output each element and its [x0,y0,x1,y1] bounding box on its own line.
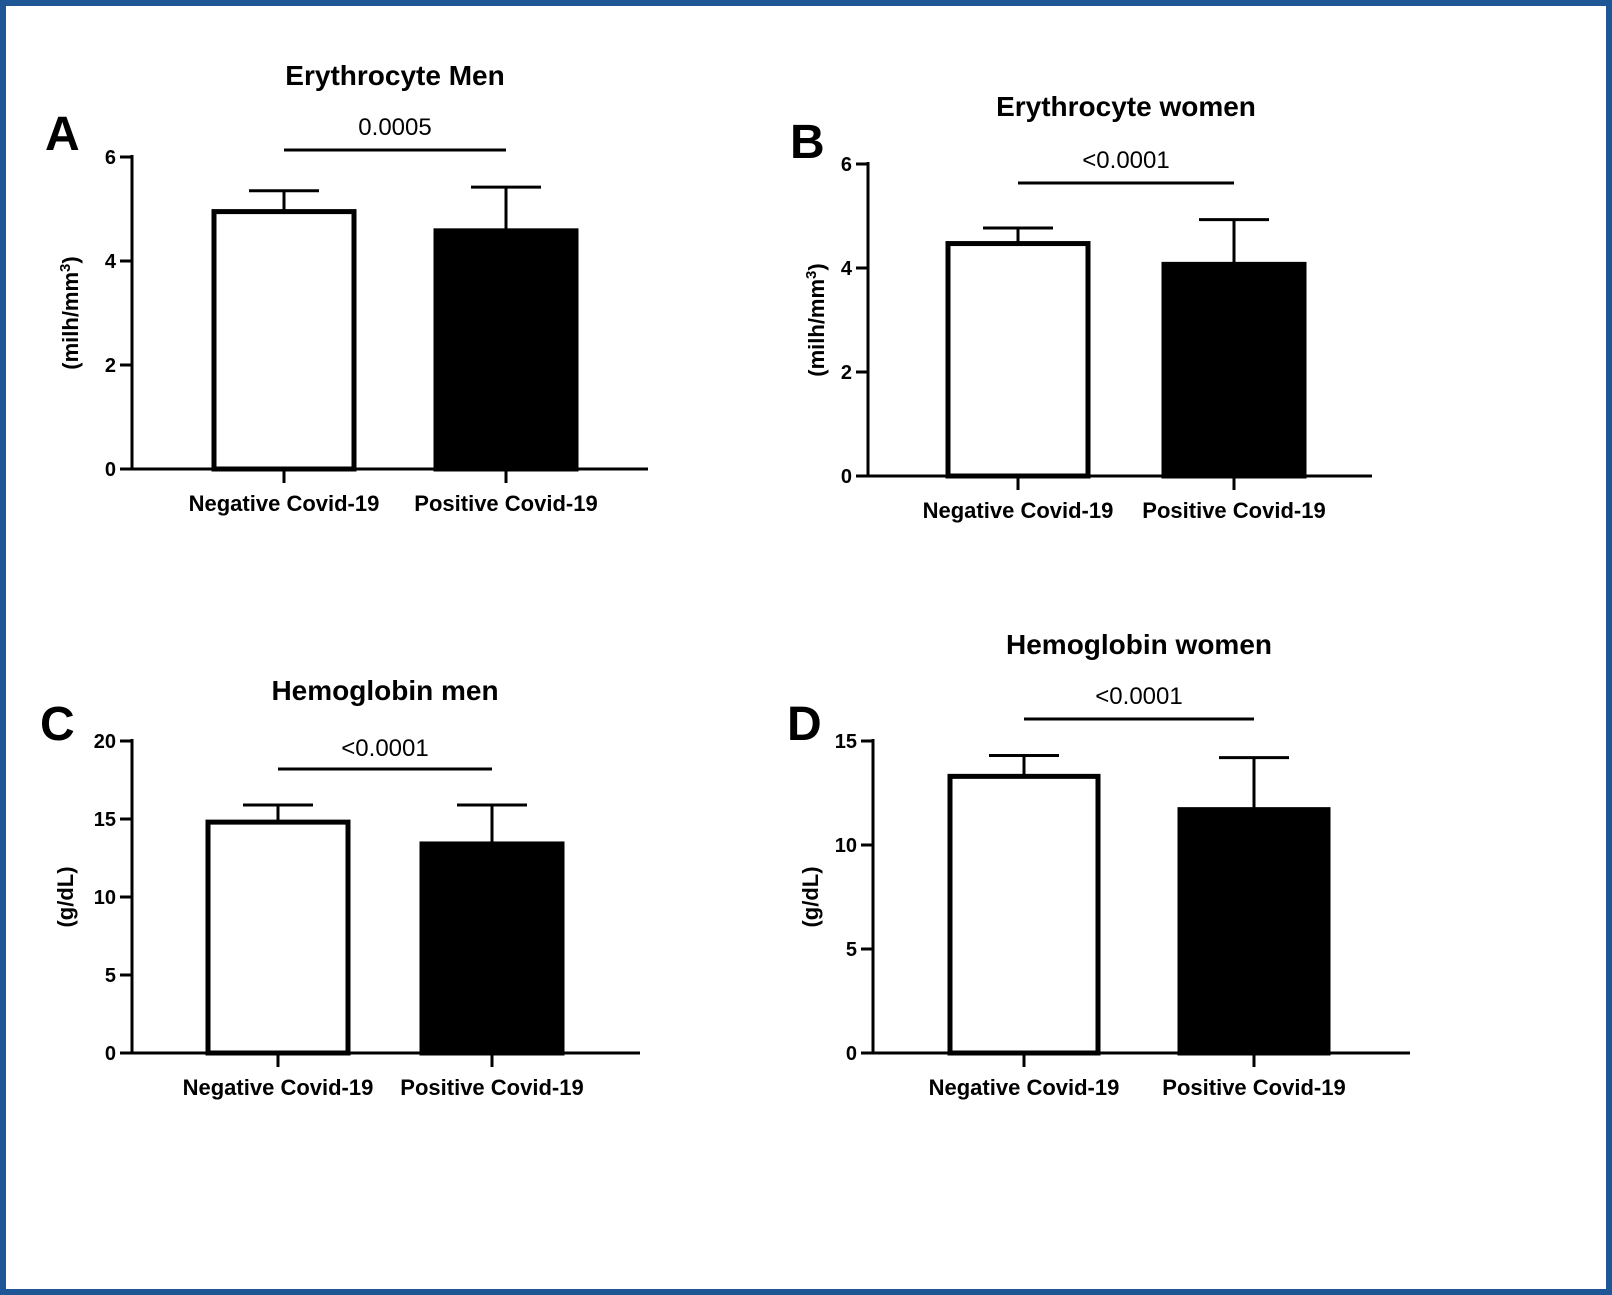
bar-negative [205,819,351,1056]
bar-negative [945,241,1091,479]
y-tick-label: 15 [94,809,116,831]
x-tick-label: Negative Covid-19 [189,491,380,516]
significance-label: <0.0001 [1095,683,1182,710]
y-axis-label-superscript: 3 [57,264,74,272]
y-tick-label: 6 [105,147,116,169]
bar-positive [419,841,565,1056]
y-axis-label-main: (milh/mm [804,279,829,377]
x-tick-label: Negative Covid-19 [923,498,1114,523]
significance-label: <0.0001 [1082,147,1169,174]
y-tick-label: 5 [105,965,116,987]
y-tick-label: 0 [841,466,852,488]
y-axis-label: (g/dL) [53,866,78,927]
bar-negative [947,773,1101,1056]
chart-panel-d: D Hemoglobin women 0 5 10 15 (g/dL) Negative Co… [787,629,1410,1100]
y-axis-label-superscript: 3 [803,271,820,279]
y-tick-label: 0 [105,1043,116,1065]
y-axis-label-close: ) [58,256,83,263]
y-axis-label-close: ) [804,263,829,270]
y-tick-label: 0 [846,1043,857,1065]
x-tick-label: Negative Covid-19 [183,1075,374,1100]
x-tick-label: Positive Covid-19 [414,491,597,516]
significance-label: 0.0005 [358,114,431,141]
y-axis-label-main: (milh/mm [58,272,83,370]
chart-panel-b: B Erythrocyte women 0 2 4 6 (milh/mm3) Negative… [790,91,1372,523]
x-tick-label: Negative Covid-19 [929,1075,1120,1100]
bar-positive [433,228,579,472]
y-axis-label: (g/dL) [798,866,823,927]
x-tick-label: Positive Covid-19 [400,1075,583,1100]
chart-title: Erythrocyte women [996,91,1256,122]
chart-title: Hemoglobin men [271,675,498,706]
y-tick-label: 20 [94,731,116,753]
y-tick-label: 2 [841,362,852,384]
panel-letter: A [45,108,80,161]
y-tick-label: 4 [841,258,853,280]
panel-letter: C [40,698,75,751]
chart-title: Erythrocyte Men [285,60,504,91]
bar-negative [211,209,357,472]
x-tick-label: Positive Covid-19 [1142,498,1325,523]
y-tick-label: 4 [105,251,117,273]
bar-positive [1177,807,1331,1056]
y-tick-label: 6 [841,154,852,176]
y-tick-label: 5 [846,939,857,961]
chart-title: Hemoglobin women [1006,629,1272,660]
y-axis-label: (milh/mm3) [57,256,83,369]
bar-positive [1161,261,1307,479]
y-tick-label: 10 [835,835,857,857]
y-axis-label-main: (g/dL) [53,866,78,927]
x-tick-label: Positive Covid-19 [1162,1075,1345,1100]
chart-panel-c: C Hemoglobin men 0 5 10 15 20 (g/dL) Negative Co… [40,675,640,1100]
y-tick-label: 2 [105,355,116,377]
panel-letter: B [790,116,825,169]
y-tick-label: 10 [94,887,116,909]
chart-panel-a: A Erythrocyte Men 0 2 4 6 (milh/mm3) Negative C… [45,60,648,516]
y-axis-label: (milh/mm3) [803,263,829,376]
panel-letter: D [787,698,822,751]
y-axis-label-main: (g/dL) [798,866,823,927]
y-tick-label: 15 [835,731,857,753]
significance-label: <0.0001 [341,735,428,762]
y-tick-label: 0 [105,459,116,481]
